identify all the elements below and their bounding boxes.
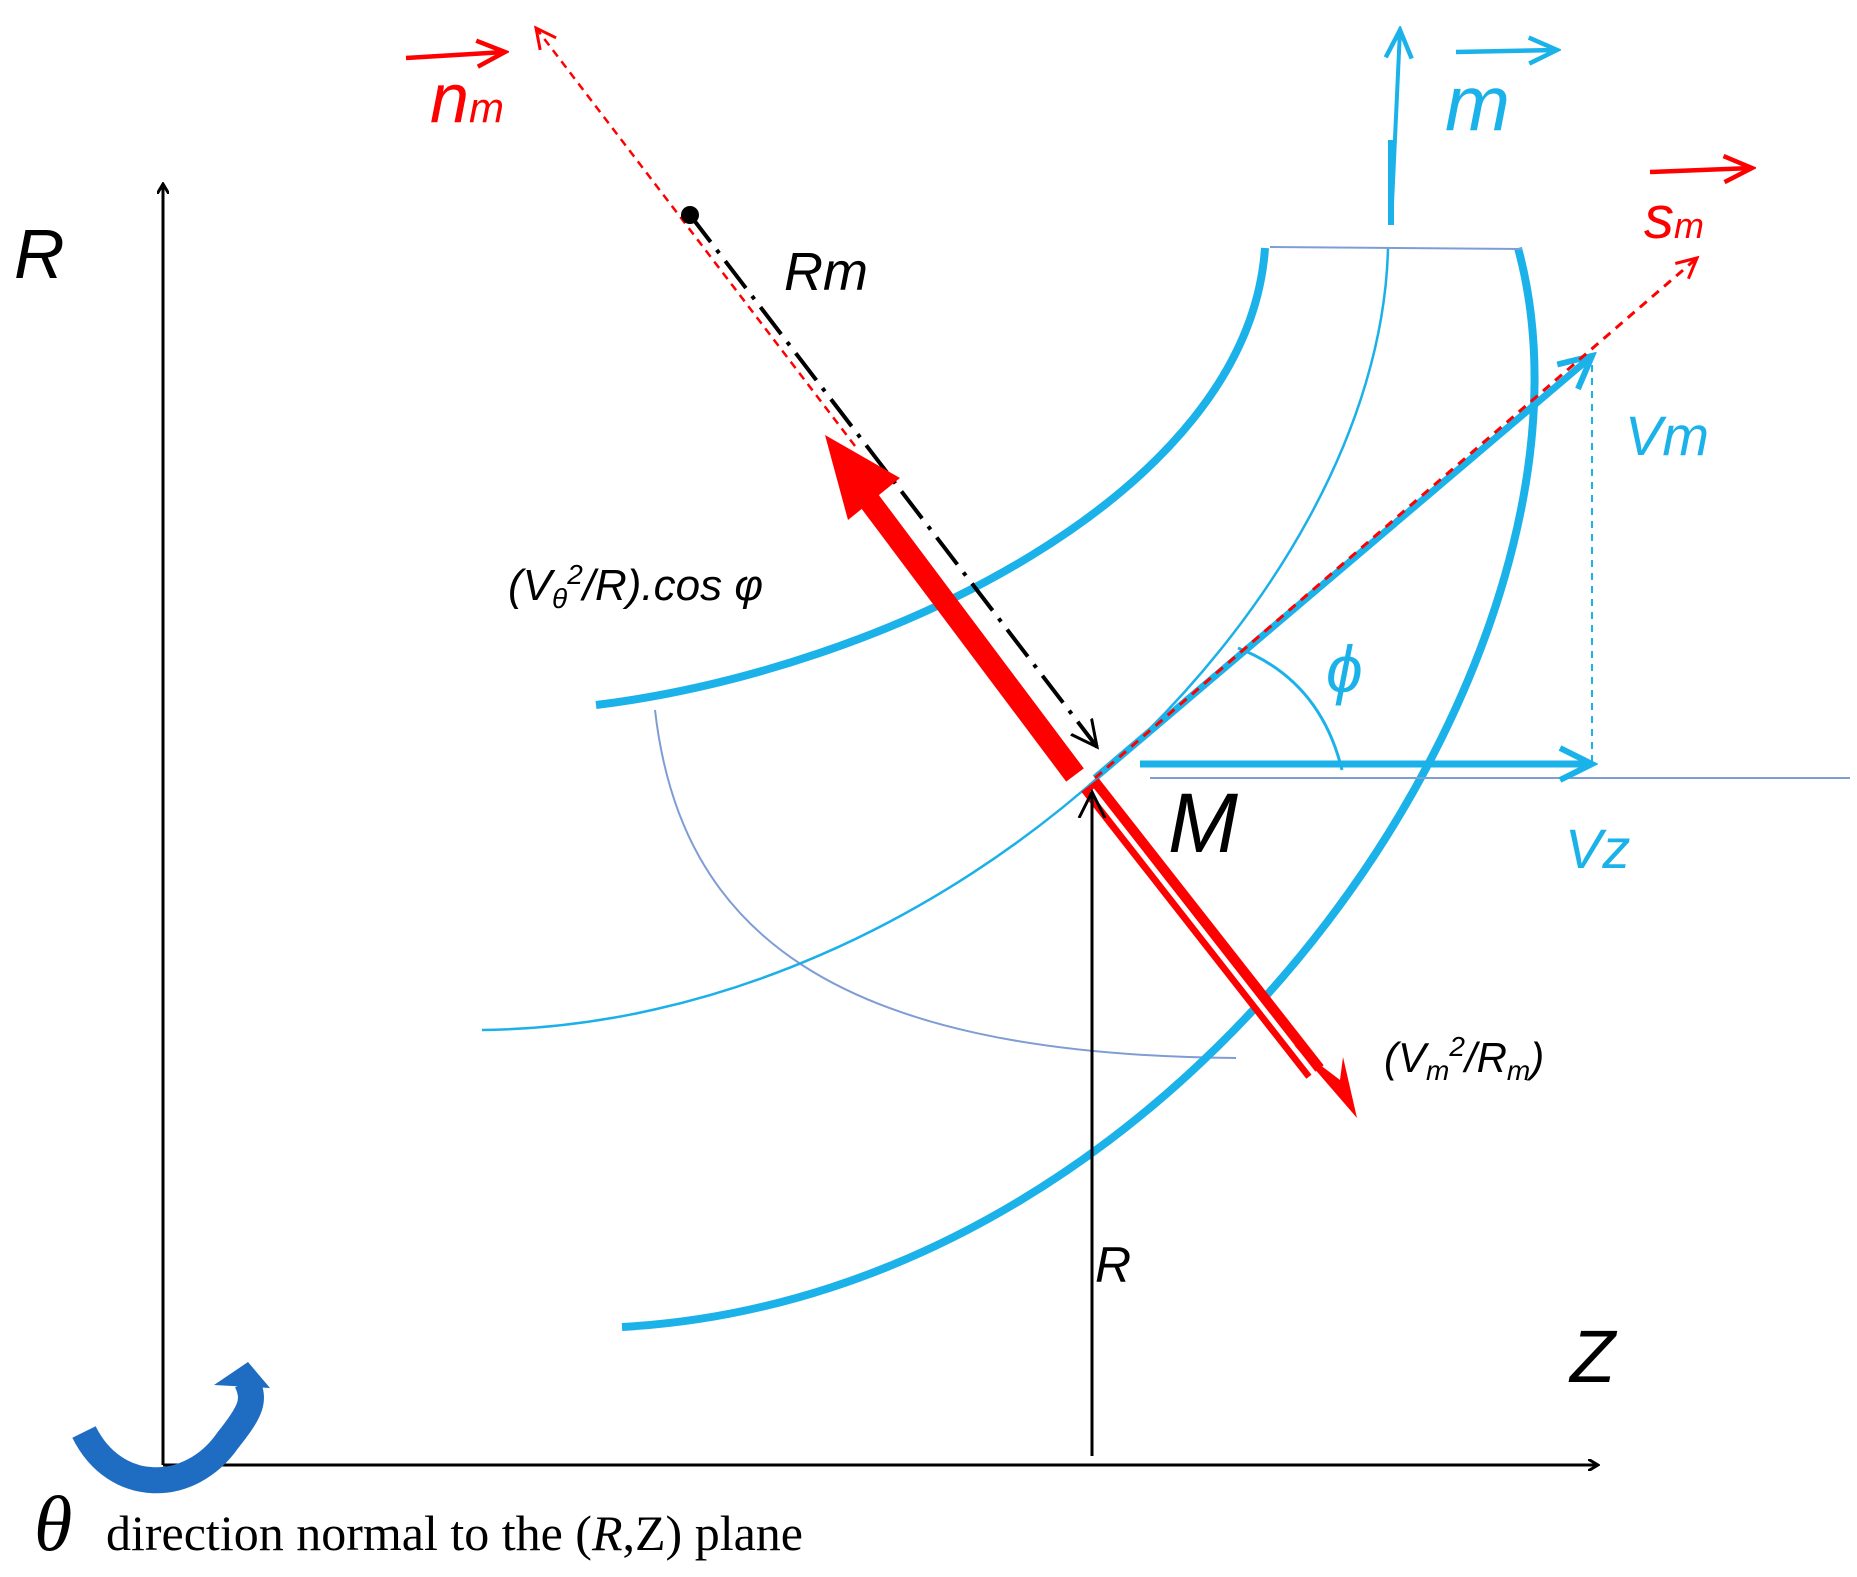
- centrifugal-accel-shaft: [853, 484, 1084, 782]
- rotation-arrow-icon: [72, 1376, 264, 1494]
- hub-streamline: [595, 247, 1269, 709]
- curvature-center: [681, 206, 699, 224]
- radius-r-label: R: [1095, 1237, 1131, 1293]
- mid-streamline: [481, 247, 1390, 1032]
- curvature-accel-head: [1294, 1045, 1357, 1118]
- m-label: m: [1445, 59, 1510, 147]
- curvature-accel-gap: [1090, 788, 1320, 1081]
- curvature-accel-label: (Vm2/Rm): [1384, 1031, 1544, 1086]
- phi-label: ϕ: [1326, 632, 1363, 706]
- shroud-streamline: [621, 246, 1539, 1331]
- m-overarrow: [1455, 50, 1557, 52]
- rotation-arrow-head: [214, 1362, 270, 1388]
- sm-label: sm: [1644, 184, 1704, 251]
- vm-label: Vm: [1625, 404, 1709, 467]
- z-axis-label: Z: [1568, 1315, 1618, 1398]
- rm-label: Rm: [784, 242, 868, 302]
- theta-symbol: θ: [34, 1480, 72, 1567]
- r-axis-label: R: [14, 215, 65, 293]
- channel-inlet-line: [1269, 246, 1523, 250]
- centrifugal-accel-label: (Vθ2/R).cos φ: [508, 559, 763, 614]
- sm-direction: [1094, 255, 1700, 780]
- nm-label: nm: [430, 59, 504, 137]
- vz-label: Vz: [1565, 817, 1630, 880]
- sm-overarrow: [1649, 168, 1752, 172]
- nm-overarrow: [405, 52, 505, 58]
- nm-direction: [533, 25, 856, 447]
- reference-arc: [654, 709, 1237, 1059]
- phi-arc: [1237, 646, 1344, 771]
- theta-caption: direction normal to the (R,Z) plane: [106, 1505, 803, 1561]
- vm-vector: [1092, 356, 1592, 781]
- point-m-label: M: [1168, 776, 1238, 870]
- m-vector-line: [1391, 30, 1400, 226]
- centrifugal-accel-head: [825, 435, 900, 520]
